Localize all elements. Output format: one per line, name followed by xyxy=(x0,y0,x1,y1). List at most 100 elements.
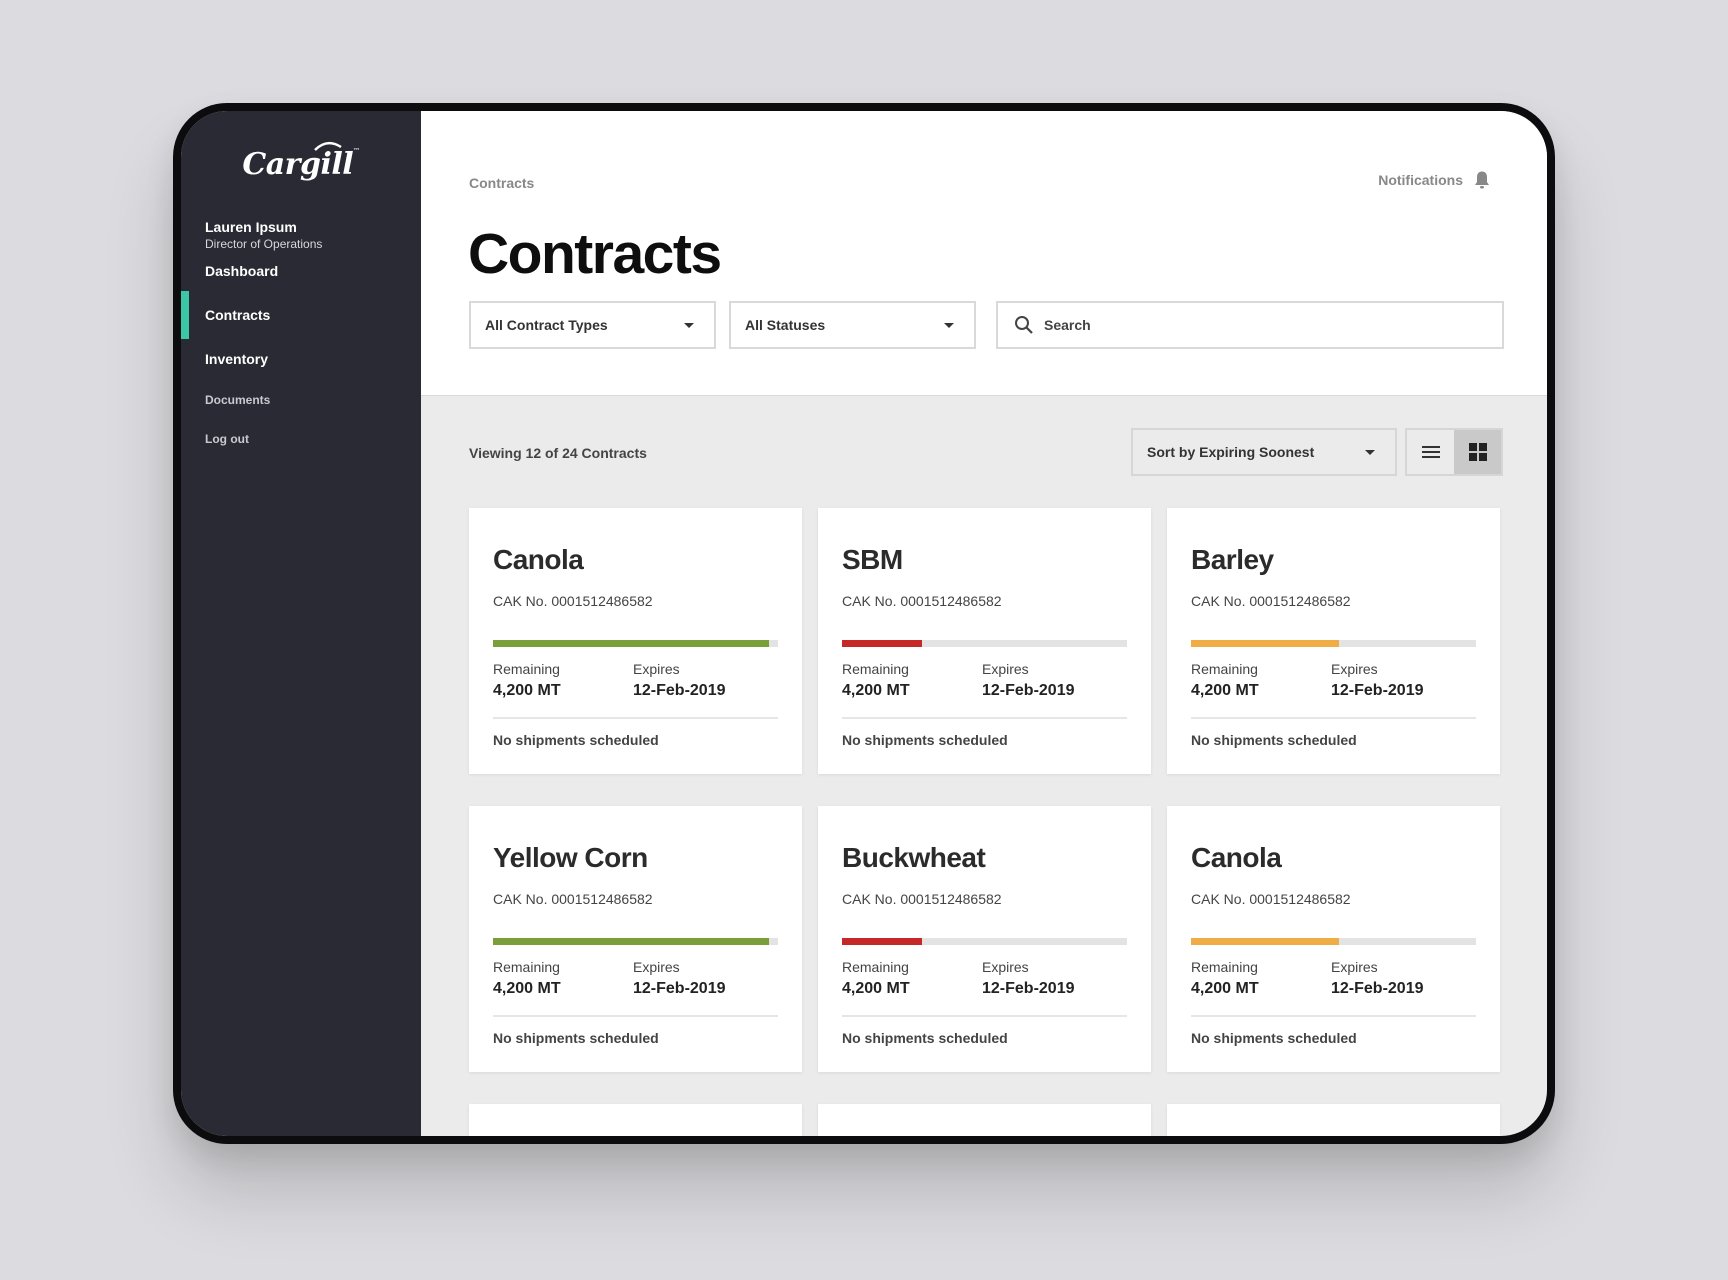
sidebar-item-label: Inventory xyxy=(205,351,269,367)
search-input[interactable] xyxy=(1044,317,1464,333)
contract-name: Canola xyxy=(493,544,584,575)
app-screen: Cargill™ Lauren Ipsum Director of Operat… xyxy=(181,111,1547,1136)
divider xyxy=(842,717,1127,719)
caret-down-icon xyxy=(944,323,954,328)
sidebar-item-label: Contracts xyxy=(205,307,271,323)
sidebar-item-dashboard[interactable]: Dashboard xyxy=(181,247,421,295)
caret-down-icon xyxy=(1365,450,1375,455)
expires-label: Expires xyxy=(1331,661,1378,677)
list-icon xyxy=(1421,446,1440,458)
caret-down-icon xyxy=(684,323,694,328)
sidebar-item-label: Dashboard xyxy=(205,263,279,279)
page-title: Contracts xyxy=(468,222,722,286)
expires-value: 12-Feb-2019 xyxy=(982,682,1075,699)
status-value: All Statuses xyxy=(745,317,826,333)
sidebar-item-documents[interactable]: Documents xyxy=(181,385,421,415)
divider xyxy=(493,717,778,719)
progress-fill xyxy=(842,640,922,647)
contract-number: CAK No. 0001512486582 xyxy=(1191,891,1351,907)
contract-number: CAK No. 0001512486582 xyxy=(493,593,653,609)
search-field[interactable] xyxy=(996,301,1504,349)
sidebar-item-contracts[interactable]: Contracts xyxy=(181,291,421,339)
remaining-progress-bar xyxy=(493,640,778,647)
expires-label: Expires xyxy=(982,661,1029,677)
sort-select[interactable]: Sort by Expiring Soonest xyxy=(1131,428,1397,476)
sidebar: Cargill™ Lauren Ipsum Director of Operat… xyxy=(181,111,421,1136)
remaining-value: 4,200 MT xyxy=(1191,682,1259,699)
grid-view-button[interactable] xyxy=(1454,430,1501,474)
logo-trademark: ™ xyxy=(353,147,360,155)
list-view-button[interactable] xyxy=(1407,430,1454,474)
expires-value: 12-Feb-2019 xyxy=(1331,682,1424,699)
progress-fill xyxy=(842,938,922,945)
device-frame: Cargill™ Lauren Ipsum Director of Operat… xyxy=(173,103,1555,1144)
divider xyxy=(1191,717,1476,719)
remaining-label: Remaining xyxy=(493,661,560,677)
remaining-label: Remaining xyxy=(842,959,909,975)
contract-name: Buckwheat xyxy=(842,842,986,873)
contract-number: CAK No. 0001512486582 xyxy=(1191,593,1351,609)
logo-swoosh-icon xyxy=(314,141,342,151)
grid-icon xyxy=(1468,443,1487,461)
expires-label: Expires xyxy=(633,959,680,975)
sidebar-item-logout[interactable]: Log out xyxy=(181,424,421,454)
results-count: Viewing 12 of 24 Contracts xyxy=(469,445,647,461)
search-icon xyxy=(1015,316,1033,334)
logo-text: Cargill xyxy=(242,147,354,182)
shipment-status: No shipments scheduled xyxy=(493,1030,659,1046)
divider xyxy=(493,1015,778,1017)
notifications-button[interactable]: Notifications xyxy=(1378,170,1491,190)
breadcrumb[interactable]: Contracts xyxy=(469,175,535,191)
contract-grid: Canola CAK No. 0001512486582 Remaining 4… xyxy=(469,508,1509,1136)
remaining-progress-bar xyxy=(493,938,778,945)
main-content: Contracts Notifications Contracts All Co… xyxy=(421,111,1547,1136)
page-header: Contracts Notifications Contracts All Co… xyxy=(421,111,1547,396)
cargill-logo[interactable]: Cargill™ xyxy=(181,147,421,182)
contract-card[interactable]: SBM CAK No. 0001512486582 Remaining 4,20… xyxy=(818,508,1151,774)
expires-label: Expires xyxy=(1331,959,1378,975)
contract-name: Canola xyxy=(1191,842,1282,873)
shipment-status: No shipments scheduled xyxy=(842,1030,1008,1046)
contract-card[interactable]: Canola CAK No. 0001512486582 Remaining 4… xyxy=(469,508,802,774)
shipment-status: No shipments scheduled xyxy=(842,732,1008,748)
expires-value: 12-Feb-2019 xyxy=(633,980,726,997)
remaining-value: 4,200 MT xyxy=(493,682,561,699)
sidebar-item-label: Documents xyxy=(205,393,271,407)
contract-type-select[interactable]: All Contract Types xyxy=(469,301,716,349)
remaining-label: Remaining xyxy=(842,661,909,677)
notifications-label: Notifications xyxy=(1378,172,1463,188)
remaining-value: 4,200 MT xyxy=(842,682,910,699)
contract-name: SBM xyxy=(842,544,903,575)
progress-fill xyxy=(493,938,770,945)
contract-card[interactable] xyxy=(1167,1104,1500,1136)
expires-value: 12-Feb-2019 xyxy=(633,682,726,699)
remaining-value: 4,200 MT xyxy=(1191,980,1259,997)
sidebar-item-inventory[interactable]: Inventory xyxy=(181,335,421,383)
shipment-status: No shipments scheduled xyxy=(1191,732,1357,748)
sidebar-item-label: Log out xyxy=(205,432,249,446)
remaining-progress-bar xyxy=(1191,938,1476,945)
contract-card[interactable]: Canola CAK No. 0001512486582 Remaining 4… xyxy=(1167,806,1500,1072)
contracts-area: Viewing 12 of 24 Contracts Sort by Expir… xyxy=(421,396,1547,1136)
progress-fill xyxy=(493,640,770,647)
remaining-label: Remaining xyxy=(1191,661,1258,677)
contract-name: Yellow Corn xyxy=(493,842,648,873)
expires-label: Expires xyxy=(982,959,1029,975)
remaining-label: Remaining xyxy=(493,959,560,975)
contract-card[interactable]: Buckwheat CAK No. 0001512486582 Remainin… xyxy=(818,806,1151,1072)
shipment-status: No shipments scheduled xyxy=(493,732,659,748)
contract-number: CAK No. 0001512486582 xyxy=(842,891,1002,907)
contract-card[interactable]: Yellow Corn CAK No. 0001512486582 Remain… xyxy=(469,806,802,1072)
progress-fill xyxy=(1191,938,1340,945)
status-select[interactable]: All Statuses xyxy=(729,301,976,349)
contract-number: CAK No. 0001512486582 xyxy=(842,593,1002,609)
expires-value: 12-Feb-2019 xyxy=(1331,980,1424,997)
remaining-progress-bar xyxy=(842,938,1127,945)
contract-card[interactable] xyxy=(818,1104,1151,1136)
progress-fill xyxy=(1191,640,1340,647)
sort-value: Sort by Expiring Soonest xyxy=(1147,444,1315,460)
contract-card[interactable] xyxy=(469,1104,802,1136)
contract-card[interactable]: Barley CAK No. 0001512486582 Remaining 4… xyxy=(1167,508,1500,774)
expires-label: Expires xyxy=(633,661,680,677)
bell-icon xyxy=(1475,171,1489,189)
